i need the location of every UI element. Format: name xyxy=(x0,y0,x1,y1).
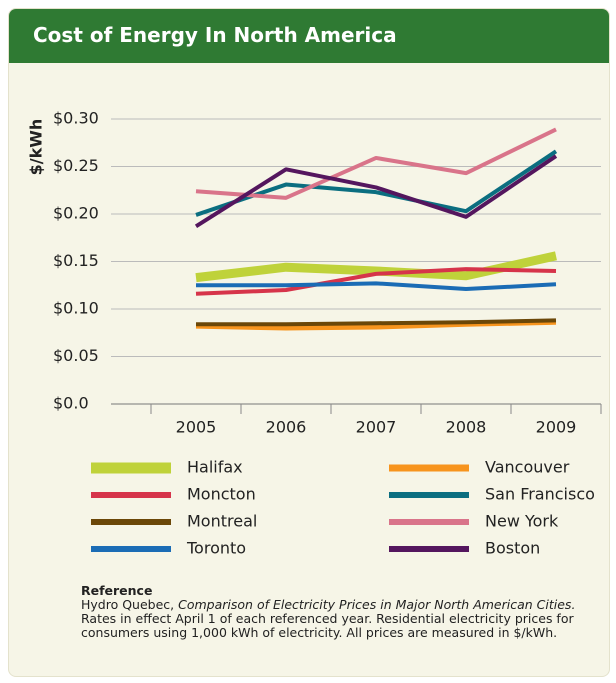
y-tick-label: $0.20 xyxy=(53,204,99,223)
y-tick-label: $0.30 xyxy=(53,109,99,128)
y-tick-label: $0.0 xyxy=(53,394,89,413)
line xyxy=(194,154,558,229)
header: Cost of Energy In North America xyxy=(9,9,609,63)
x-tick-label: 2007 xyxy=(356,418,397,437)
reference: Reference Hydro Quebec, Comparison of El… xyxy=(81,584,601,640)
card: Cost of Energy In North America $/kWh $0… xyxy=(8,8,610,677)
x-tick-label: 2008 xyxy=(446,418,487,437)
x-tick-label: 2006 xyxy=(266,418,307,437)
line xyxy=(195,127,557,200)
line xyxy=(196,281,557,292)
legend-label: Boston xyxy=(485,539,540,558)
y-tick-label: $0.25 xyxy=(53,156,99,175)
reference-heading: Reference xyxy=(81,583,153,598)
legend-label: Halifax xyxy=(187,458,243,477)
chart: $/kWh $0.0 $0.05 $0.10 $0.15 $0.20 $0.25 $0.30… xyxy=(27,109,602,558)
legend-label: New York xyxy=(485,512,559,531)
y-tick-label: $0.15 xyxy=(53,251,99,270)
reference-note: Rates in effect April 1 of each referenc… xyxy=(81,611,574,640)
legend-label: Moncton xyxy=(187,485,256,504)
x-tick-label: 2009 xyxy=(536,418,577,437)
reference-author: Hydro Quebec, xyxy=(81,597,175,612)
chart-title: Cost of Energy In North America xyxy=(33,23,397,47)
y-axis-label: $/kWh xyxy=(27,119,46,176)
legend-label: Vancouver xyxy=(485,458,570,477)
x-tick-label: 2005 xyxy=(176,418,217,437)
legend-label: Montreal xyxy=(187,512,257,531)
y-tick-label: $0.05 xyxy=(53,346,99,365)
line xyxy=(195,267,557,296)
line xyxy=(196,318,557,327)
y-tick-label: $0.10 xyxy=(53,299,99,318)
line xyxy=(195,149,558,217)
legend-label: Toronto xyxy=(186,539,246,558)
legend-label: San Francisco xyxy=(485,485,595,504)
reference-title: Comparison of Electricity Prices in Majo… xyxy=(178,597,576,612)
